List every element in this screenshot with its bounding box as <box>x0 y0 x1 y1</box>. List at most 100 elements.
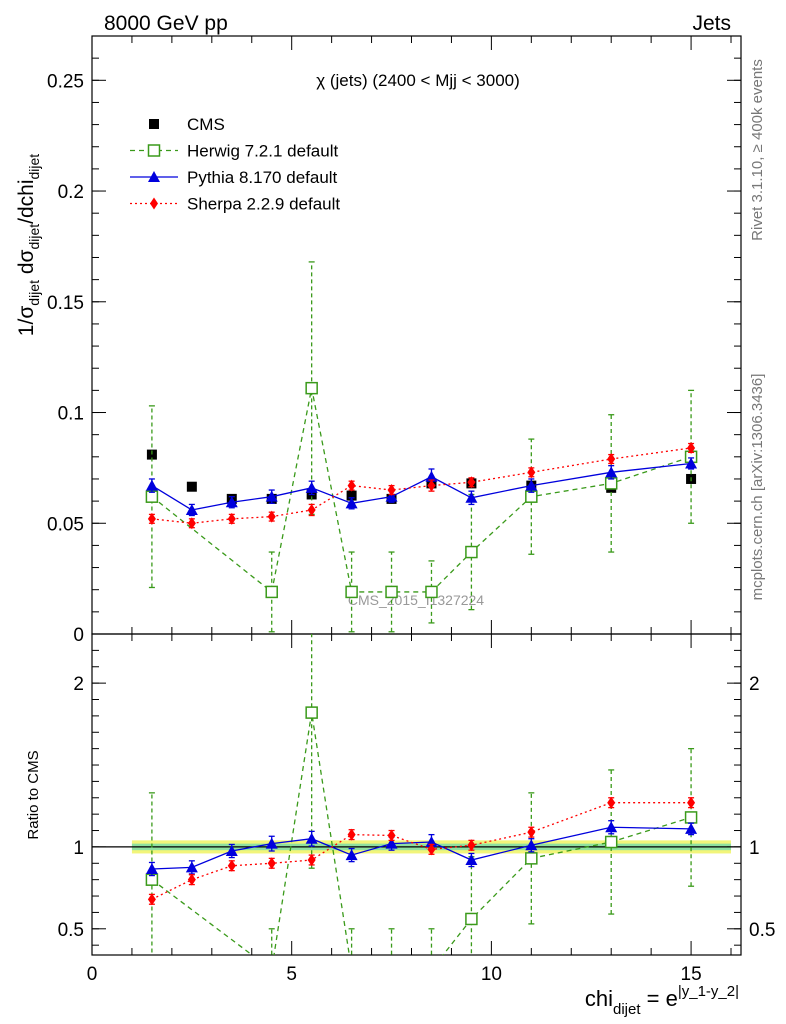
main-sherpa-point <box>147 512 156 525</box>
main-herwig-point <box>345 585 358 599</box>
ratio-pythia-point <box>685 822 698 834</box>
ratio-herwig-point <box>266 964 277 975</box>
mcplots-label: mcplots.cern.ch [arXiv:1306.3436] <box>749 374 766 601</box>
main-pythia-point <box>265 490 278 502</box>
xtick-label: 5 <box>286 964 297 985</box>
main-sherpa-point <box>347 479 356 492</box>
ratio-ytick-label-right: 1 <box>749 838 760 859</box>
ratio-ytick-label: 2 <box>73 674 84 695</box>
main-pythia-point <box>525 479 538 491</box>
ylabel-part-b: dσ <box>15 250 38 281</box>
ratio-ytick-label: 0.5 <box>58 920 84 941</box>
ylabel-sub-c: dijet <box>26 154 42 180</box>
main-pythia-point <box>145 479 158 491</box>
main-sherpa-point <box>427 479 436 492</box>
main-pythia-point <box>605 466 618 478</box>
legend-herwig-marker <box>147 144 161 157</box>
plot-title: χ (jets) (2400 < Mjj < 3000) <box>316 71 520 90</box>
header-energy-label: 8000 GeV pp <box>104 12 228 35</box>
main-ytick-label: 0.25 <box>47 71 84 92</box>
ratio-herwig-point <box>465 912 478 926</box>
main-pythia-point <box>385 490 398 502</box>
main-sherpa-point <box>187 517 196 530</box>
main-pythia-point <box>345 497 358 509</box>
ylabel-sub-a: dijet <box>26 280 42 306</box>
ratio-pythia-point <box>605 821 618 833</box>
ratio-sherpa-point <box>427 843 436 856</box>
ratio-plot-frame <box>91 633 742 956</box>
ratio-sherpa-point <box>607 796 616 809</box>
legend-pythia-marker <box>148 171 160 182</box>
ratio-pythia-line <box>151 826 692 870</box>
ylabel-sub-b: dijet <box>26 224 42 250</box>
legend-cms-label: CMS <box>187 115 225 134</box>
main-sherpa-point <box>527 466 536 479</box>
main-sherpa-point <box>267 510 276 523</box>
ratio-sherpa-point <box>227 859 236 872</box>
ratio-sherpa-point <box>467 839 476 852</box>
ratio-sherpa-point <box>527 826 536 839</box>
main-sherpa-point <box>227 512 236 525</box>
main-ytick-label: 0.15 <box>47 293 84 314</box>
main-pythia-point <box>185 503 198 515</box>
main-sherpa-point <box>607 453 616 466</box>
ratio-herwig-point <box>525 852 538 865</box>
main-ytick-label: 0.2 <box>58 182 84 203</box>
xlabel-part-a: chi <box>585 986 613 1011</box>
xlabel-part-b: = e <box>641 986 678 1011</box>
ratio-sherpa-point <box>307 854 316 867</box>
main-ytick-label: 0 <box>73 625 84 646</box>
ratio-pythia-point <box>225 845 238 857</box>
main-pythia-point <box>465 491 478 503</box>
ratio-herwig-point <box>684 811 698 824</box>
xlabel-sup-b: |y_1-y_2| <box>678 983 739 1000</box>
main-plot-data <box>145 261 698 633</box>
ratio-sherpa-point <box>267 857 276 870</box>
ratio-sherpa-point <box>387 829 396 842</box>
ratio-pythia-point <box>525 839 538 851</box>
ratio-sherpa-point <box>687 796 696 809</box>
xtick-label: 15 <box>681 964 702 985</box>
ratio-ytick-label-right: 2 <box>749 674 760 695</box>
main-y-axis-label: 1/σdijet dσdijet/dchidijet <box>15 154 42 336</box>
main-herwig-point <box>425 585 438 599</box>
main-ytick-label: 0.1 <box>58 404 84 425</box>
xtick-label: 0 <box>87 964 98 985</box>
ratio-pythia-point <box>265 837 278 849</box>
main-pythia-point <box>225 496 238 508</box>
ratio-ytick-label: 1 <box>73 838 84 859</box>
ratio-sherpa-point <box>347 828 356 841</box>
main-cms-point <box>146 449 157 460</box>
legend-herwig-label: Herwig 7.2.1 default <box>187 142 338 161</box>
main-herwig-line <box>151 388 692 594</box>
main-sherpa-point <box>467 476 476 489</box>
main-sherpa-point <box>687 441 696 454</box>
ratio-pythia-point <box>145 863 158 875</box>
legend-pythia-label: Pythia 8.170 default <box>187 168 338 187</box>
legend-cms-marker <box>149 119 159 129</box>
main-pythia-point <box>425 470 438 482</box>
ratio-herwig-point <box>604 835 618 849</box>
x-axis-label: chidijet = e|y_1-y_2| <box>585 983 739 1018</box>
ratio-plot-data <box>145 634 698 975</box>
main-herwig-point <box>465 545 478 559</box>
axes-ticks: 0 0.05 0.1 0.15 0.2 0.25 0.5 0.5 1 1 2 2 0 5 10 15 <box>47 36 775 985</box>
header-jets-label: Jets <box>692 12 731 35</box>
main-pythia-line <box>151 462 692 511</box>
ylabel-part-c: /dchi <box>15 179 38 223</box>
main-ytick-label: 0.05 <box>47 514 84 535</box>
legend-sherpa-marker <box>150 197 158 210</box>
analysis-watermark: CMS_2015_I1327224 <box>348 592 484 608</box>
rivet-label: Rivet 3.1.10, ≥ 400k events <box>749 59 766 241</box>
main-sherpa-point <box>307 503 316 516</box>
ratio-herwig-point <box>386 964 397 975</box>
ratio-herwig-point <box>305 706 318 719</box>
main-pythia-point <box>305 481 318 493</box>
main-herwig-point <box>265 585 278 599</box>
main-herwig-point <box>305 381 318 395</box>
ylabel-part-a: 1/σ <box>15 306 38 337</box>
main-cms-point <box>186 481 197 492</box>
main-sherpa-point <box>387 484 396 497</box>
ratio-ytick-label-right: 0.5 <box>749 920 775 941</box>
